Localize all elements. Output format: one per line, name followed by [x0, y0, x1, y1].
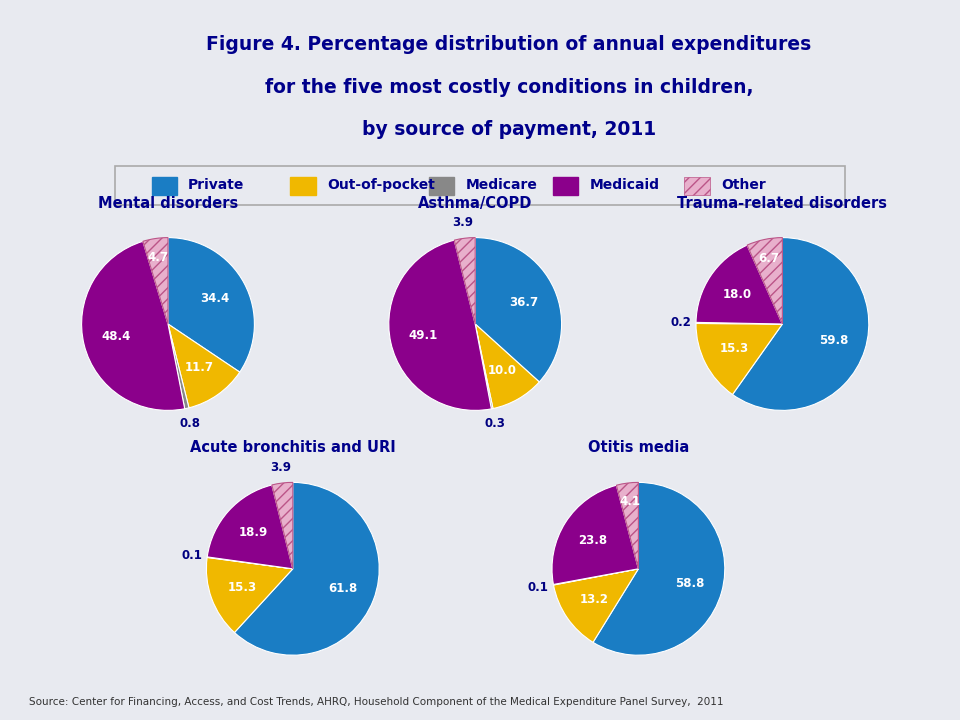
Text: 4.7: 4.7	[148, 251, 169, 264]
Text: 13.2: 13.2	[580, 593, 609, 606]
Text: 15.3: 15.3	[228, 580, 257, 593]
Wedge shape	[389, 240, 492, 410]
Text: for the five most costly conditions in children,: for the five most costly conditions in c…	[265, 78, 753, 96]
Text: 0.8: 0.8	[180, 417, 201, 430]
Text: Medicare: Medicare	[466, 178, 538, 192]
Text: 61.8: 61.8	[328, 582, 357, 595]
Text: Private: Private	[188, 178, 245, 192]
Wedge shape	[554, 569, 638, 642]
Wedge shape	[82, 241, 184, 410]
Wedge shape	[747, 238, 782, 324]
Text: Source: Center for Financing, Access, and Cost Trends, AHRQ, Household Component: Source: Center for Financing, Access, an…	[29, 697, 723, 707]
Text: 59.8: 59.8	[819, 334, 848, 347]
Text: 0.2: 0.2	[670, 316, 691, 329]
Text: 11.7: 11.7	[184, 361, 213, 374]
Title: Acute bronchitis and URI: Acute bronchitis and URI	[190, 441, 396, 456]
Bar	[290, 176, 316, 194]
Wedge shape	[553, 569, 638, 585]
Wedge shape	[696, 323, 782, 324]
Wedge shape	[475, 324, 540, 408]
Text: 0.3: 0.3	[485, 418, 506, 431]
Text: 0.1: 0.1	[181, 549, 203, 562]
Wedge shape	[475, 238, 562, 382]
Text: Other: Other	[721, 178, 765, 192]
Bar	[684, 176, 709, 194]
Bar	[429, 176, 454, 194]
Wedge shape	[552, 485, 638, 585]
Text: 10.0: 10.0	[488, 364, 516, 377]
Text: 6.7: 6.7	[757, 251, 779, 264]
Text: by source of payment, 2011: by source of payment, 2011	[362, 120, 656, 140]
Text: 0.1: 0.1	[528, 581, 548, 594]
Text: 34.4: 34.4	[201, 292, 229, 305]
Text: 3.9: 3.9	[452, 216, 473, 229]
Bar	[553, 176, 579, 194]
Text: 36.7: 36.7	[510, 296, 539, 309]
Wedge shape	[143, 238, 168, 324]
Wedge shape	[475, 324, 493, 409]
Text: 18.9: 18.9	[238, 526, 268, 539]
Text: 4.1: 4.1	[619, 495, 640, 508]
Title: Asthma/COPD: Asthma/COPD	[418, 196, 533, 211]
Text: 3.9: 3.9	[270, 461, 291, 474]
Wedge shape	[207, 485, 293, 569]
Wedge shape	[168, 238, 254, 372]
Wedge shape	[696, 323, 782, 395]
Title: Trauma-related disorders: Trauma-related disorders	[678, 196, 887, 211]
Text: 18.0: 18.0	[723, 288, 753, 301]
Title: Mental disorders: Mental disorders	[98, 196, 238, 211]
Title: Otitis media: Otitis media	[588, 441, 689, 456]
Text: Figure 4. Percentage distribution of annual expenditures: Figure 4. Percentage distribution of ann…	[206, 35, 811, 54]
Bar	[152, 176, 178, 194]
Wedge shape	[168, 324, 240, 408]
Wedge shape	[272, 482, 293, 569]
Text: 49.1: 49.1	[408, 329, 438, 342]
Wedge shape	[696, 245, 782, 324]
Text: Medicaid: Medicaid	[589, 178, 660, 192]
Wedge shape	[732, 238, 869, 410]
Wedge shape	[168, 324, 189, 409]
Wedge shape	[206, 557, 293, 633]
Wedge shape	[616, 482, 638, 569]
Wedge shape	[454, 238, 475, 324]
Wedge shape	[207, 557, 293, 569]
Text: 23.8: 23.8	[579, 534, 608, 546]
Text: 48.4: 48.4	[102, 330, 131, 343]
Wedge shape	[234, 482, 379, 655]
Text: 58.8: 58.8	[675, 577, 705, 590]
Wedge shape	[593, 482, 725, 655]
Text: 15.3: 15.3	[720, 342, 750, 355]
Text: Out-of-pocket: Out-of-pocket	[326, 178, 435, 192]
